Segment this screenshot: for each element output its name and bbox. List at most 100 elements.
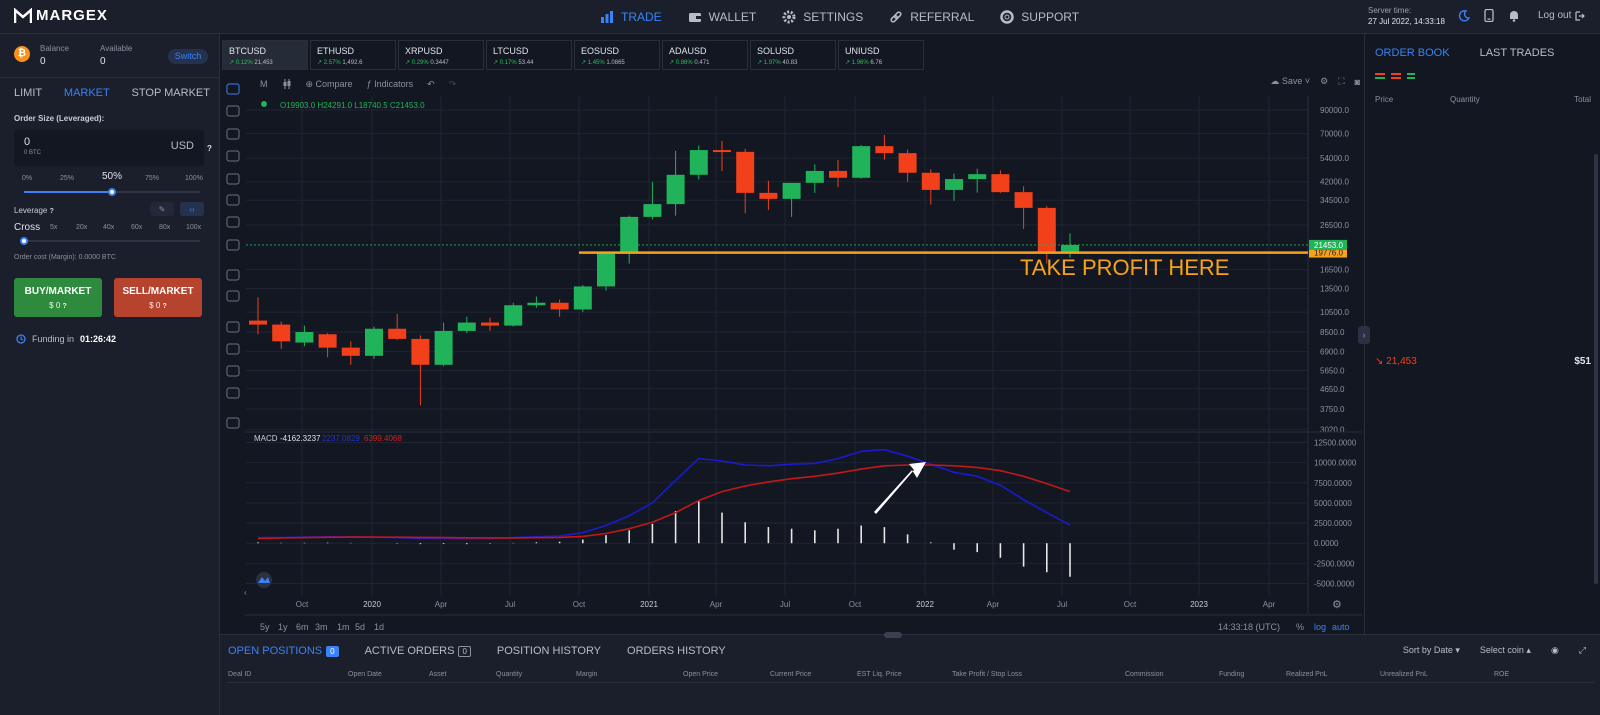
- scale-option-percent[interactable]: %: [1296, 622, 1304, 632]
- drawing-tool-icon-7[interactable]: [226, 239, 240, 251]
- pct-50[interactable]: 50%: [102, 171, 123, 182]
- ticker-ltcusd[interactable]: LTCUSD ↗ 0.17% 53.44: [486, 40, 572, 70]
- order-book-view-icons[interactable]: [1375, 71, 1415, 81]
- buy-market-button[interactable]: BUY/MARKET $ 0 ?: [14, 278, 102, 317]
- lev-20x[interactable]: 20x: [76, 224, 88, 231]
- collapse-panel-icon[interactable]: ›: [1358, 326, 1370, 344]
- pencil-icon[interactable]: ✎: [150, 202, 174, 216]
- moon-icon[interactable]: [1458, 9, 1470, 22]
- bell-icon[interactable]: [1508, 9, 1520, 22]
- drawing-tool-icon-2[interactable]: [226, 128, 240, 140]
- pct-100[interactable]: 100%: [185, 175, 203, 182]
- fullscreen-icon[interactable]: ⛶: [1338, 76, 1345, 86]
- drawing-tool-icon-9[interactable]: [226, 290, 240, 302]
- order-book-scrollbar[interactable]: [1594, 154, 1598, 584]
- leverage-mode[interactable]: Cross: [14, 222, 41, 233]
- lev-40x[interactable]: 40x: [103, 224, 115, 231]
- nav-referral[interactable]: REFERRAL: [889, 10, 974, 24]
- candle-type-icon[interactable]: [282, 79, 292, 89]
- drawing-tool-icon-13[interactable]: [226, 387, 240, 399]
- nav-wallet[interactable]: WALLET: [688, 10, 756, 24]
- leverage-slider[interactable]: [20, 237, 200, 245]
- ticker-ethusd[interactable]: ETHUSD ↗ 2.57% 1,492.6: [310, 40, 396, 70]
- ticker-adausd[interactable]: ADAUSD ↗ 0.86% 0.471: [662, 40, 748, 70]
- drawing-tool-icon-6[interactable]: [226, 216, 240, 228]
- order-size-input[interactable]: 0 0 BTC USD: [14, 130, 204, 166]
- drawing-tool-icon-3[interactable]: [226, 150, 240, 162]
- chart-canvas[interactable]: 90000.0 70000.0 54000.0 42000.0 34500.0 26500…: [222, 74, 1362, 642]
- eye-icon[interactable]: ◉: [1550, 645, 1559, 655]
- drawing-tool-icon-8[interactable]: [226, 269, 240, 281]
- link-mode-icon[interactable]: ‹›: [180, 202, 204, 216]
- help-icon[interactable]: ?: [207, 144, 212, 153]
- drawing-tool-icon-11[interactable]: [226, 343, 240, 355]
- time-range-5y[interactable]: 5y: [260, 622, 270, 632]
- drawing-tool-icon-14[interactable]: [226, 417, 240, 429]
- drawing-tool-icon-10[interactable]: [226, 321, 240, 333]
- leverage-slider-handle[interactable]: [20, 237, 28, 245]
- logout-button[interactable]: Log out: [1538, 10, 1586, 21]
- nav-support[interactable]: SUPPORT: [1000, 10, 1079, 24]
- tab-market[interactable]: MARKET: [63, 87, 110, 99]
- time-range-1d[interactable]: 1d: [374, 622, 384, 632]
- price-axis-tick-label: 16500.0: [1320, 266, 1349, 275]
- tab-limit[interactable]: LIMIT: [14, 87, 43, 99]
- compare-button[interactable]: ⊕ Compare: [305, 78, 353, 89]
- tab-active-orders[interactable]: ACTIVE ORDERS 0: [365, 645, 471, 657]
- switch-button[interactable]: Switch: [168, 49, 208, 64]
- drawing-tool-icon-1[interactable]: [226, 105, 240, 117]
- sort-dropdown[interactable]: Sort by Date ▾: [1402, 645, 1460, 655]
- tab-position-history[interactable]: POSITION HISTORY: [496, 645, 602, 657]
- ticker-xrpusd[interactable]: XRPUSD ↗ 0.29% 0.3447: [398, 40, 484, 70]
- time-range-3m[interactable]: 3m: [315, 622, 328, 632]
- expand-icon[interactable]: ⤢: [1578, 645, 1586, 655]
- tab-last-trades[interactable]: LAST TRADES: [1479, 47, 1555, 59]
- redo-icon[interactable]: ↷: [448, 78, 457, 89]
- ticker-symbol: EOSUSD: [581, 46, 620, 56]
- resize-handle[interactable]: [884, 632, 902, 638]
- time-range-5d[interactable]: 5d: [355, 622, 365, 632]
- time-range-6m[interactable]: 6m: [296, 622, 309, 632]
- drawing-tool-icon-12[interactable]: [226, 365, 240, 377]
- indicators-button[interactable]: ƒ Indicators: [366, 79, 414, 89]
- drawing-tool-icon-0[interactable]: [226, 83, 240, 95]
- select-coin-dropdown[interactable]: Select coin ▴: [1479, 645, 1531, 655]
- lev-5x[interactable]: 5x: [50, 224, 58, 231]
- tab-order-book[interactable]: ORDER BOOK: [1375, 47, 1450, 59]
- time-range-1m[interactable]: 1m: [337, 622, 350, 632]
- ticker-solusd[interactable]: SOLUSD ↗ 1.97% 40.83: [750, 40, 836, 70]
- ticker-btcusd[interactable]: BTCUSD ↗ 0.12% 21,453: [222, 40, 308, 70]
- bar-chart-icon: [601, 11, 613, 23]
- nav-settings[interactable]: SETTINGS: [782, 10, 863, 24]
- save-button[interactable]: ☁ Save ˅: [1270, 76, 1311, 86]
- ohlc-label: O19903.0 H24291.0 L18740.5 C21453.0: [280, 101, 425, 110]
- size-slider[interactable]: [24, 188, 200, 196]
- drawing-tool-icon-5[interactable]: [226, 194, 240, 206]
- lev-80x[interactable]: 80x: [159, 224, 171, 231]
- nav-trade[interactable]: TRADE: [600, 10, 662, 24]
- undo-icon[interactable]: ↶: [427, 78, 435, 89]
- sell-market-button[interactable]: SELL/MARKET $ 0 ?: [114, 278, 202, 317]
- chart-settings-icon[interactable]: ⚙: [1320, 76, 1329, 86]
- tab-orders-history[interactable]: ORDERS HISTORY: [627, 645, 726, 657]
- order-size-currency[interactable]: USD: [170, 140, 194, 152]
- time-range-1y[interactable]: 1y: [278, 622, 288, 632]
- drawing-tool-icon-4[interactable]: [226, 173, 240, 185]
- pct-25[interactable]: 25%: [60, 175, 75, 182]
- size-slider-handle[interactable]: [108, 188, 116, 196]
- lev-60x[interactable]: 60x: [131, 224, 143, 231]
- ticker-eosusd[interactable]: EOSUSD ↗ 1.45% 1.0865: [574, 40, 660, 70]
- interval-selector[interactable]: M: [260, 79, 268, 89]
- lev-100x[interactable]: 100x: [186, 224, 202, 231]
- scale-option-log[interactable]: log: [1314, 622, 1326, 632]
- mobile-icon[interactable]: [1484, 9, 1494, 22]
- price-chart[interactable]: M ⊕ Compare ƒ Indicators ↶ ↷ ☁ Save ˅ ⚙ …: [222, 74, 1362, 642]
- camera-icon[interactable]: ◙: [1354, 76, 1360, 87]
- tab-open-positions[interactable]: OPEN POSITIONS 0: [228, 645, 339, 657]
- ticker-uniusd[interactable]: UNIUSD ↗ 1.96% 6.76: [838, 40, 924, 70]
- brand-logo[interactable]: MARGEX: [14, 7, 108, 24]
- pct-0[interactable]: 0%: [22, 175, 33, 182]
- scale-option-auto[interactable]: auto: [1332, 622, 1350, 632]
- pct-75[interactable]: 75%: [145, 175, 160, 182]
- tab-stop-market[interactable]: STOP MARKET: [131, 87, 210, 99]
